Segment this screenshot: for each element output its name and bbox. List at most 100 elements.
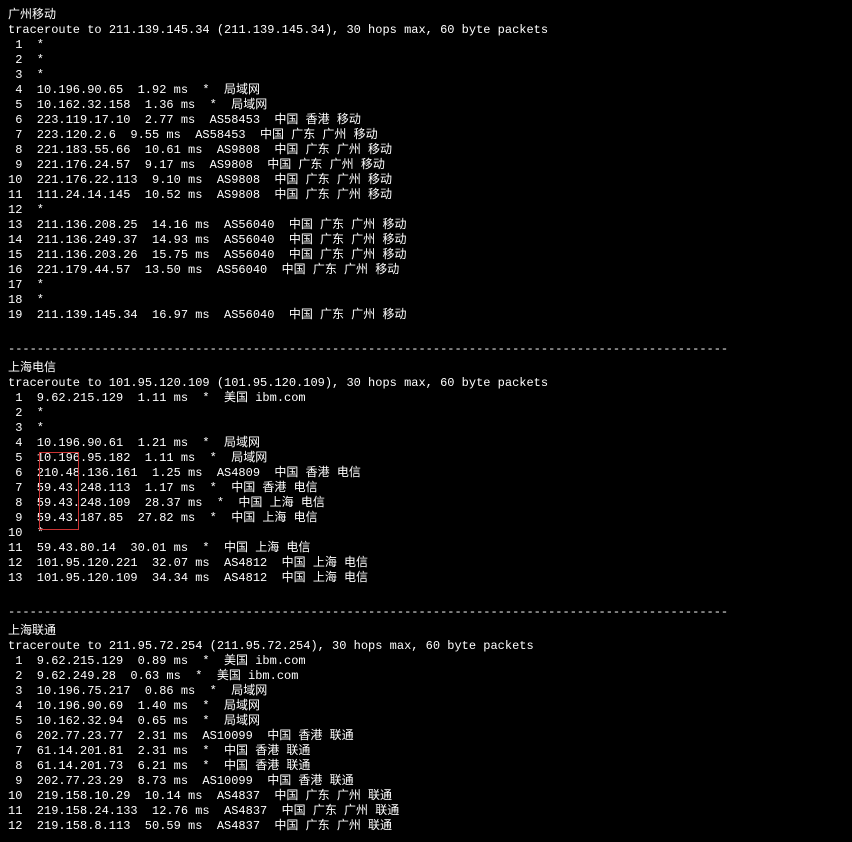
separator: ----------------------------------------… (8, 342, 844, 357)
traceroute-header: traceroute to 101.95.120.109 (101.95.120… (8, 376, 844, 391)
hop-row: 9 221.176.24.57 9.17 ms AS9808 中国 广东 广州 … (8, 158, 844, 173)
hop-row: 2 * (8, 406, 844, 421)
hop-number: 11 (8, 804, 22, 819)
hop-number: 2 (8, 53, 22, 68)
hop-row: 12 219.158.8.113 50.59 ms AS4837 中国 广东 广… (8, 819, 844, 834)
hop-row: 2 9.62.249.28 0.63 ms * 美国 ibm.com (8, 669, 844, 684)
section-title: 上海联通 (8, 624, 844, 639)
hop-row: 14 211.136.249.37 14.93 ms AS56040 中国 广东… (8, 233, 844, 248)
hop-row: 11 111.24.14.145 10.52 ms AS9808 中国 广东 广… (8, 188, 844, 203)
hop-row: 15 211.136.203.26 15.75 ms AS56040 中国 广东… (8, 248, 844, 263)
hop-detail: 223.120.2.6 9.55 ms AS58453 中国 广东 广州 移动 (22, 128, 377, 142)
hop-number: 12 (8, 819, 22, 834)
hop-row: 10 221.176.22.113 9.10 ms AS9808 中国 广东 广… (8, 173, 844, 188)
hop-number: 1 (8, 391, 22, 406)
hop-number: 6 (8, 113, 22, 128)
hop-row: 1 9.62.215.129 1.11 ms * 美国 ibm.com (8, 391, 844, 406)
hop-number: 10 (8, 789, 22, 804)
hop-row: 16 221.179.44.57 13.50 ms AS56040 中国 广东 … (8, 263, 844, 278)
hop-detail: 210.48.136.161 1.25 ms AS4809 中国 香港 电信 (22, 466, 360, 480)
hop-row: 4 10.196.90.61 1.21 ms * 局域网 (8, 436, 844, 451)
hop-row: 11 59.43.80.14 30.01 ms * 中国 上海 电信 (8, 541, 844, 556)
hop-detail: 9.62.249.28 0.63 ms * 美国 ibm.com (22, 669, 298, 683)
hop-row: 6 202.77.23.77 2.31 ms AS10099 中国 香港 联通 (8, 729, 844, 744)
hop-row: 13 101.95.120.109 34.34 ms AS4812 中国 上海 … (8, 571, 844, 586)
hop-row: 12 * (8, 203, 844, 218)
hop-number: 7 (8, 128, 22, 143)
hop-detail: * (22, 38, 44, 52)
hop-detail: 10.196.90.65 1.92 ms * 局域网 (22, 83, 260, 97)
hop-number: 5 (8, 714, 22, 729)
hop-row: 3 * (8, 421, 844, 436)
section-title: 广州移动 (8, 8, 844, 23)
hop-detail: * (22, 203, 44, 217)
hop-number: 13 (8, 218, 22, 233)
hop-number: 1 (8, 38, 22, 53)
hop-number: 3 (8, 68, 22, 83)
hop-detail: 211.136.203.26 15.75 ms AS56040 中国 广东 广州… (22, 248, 406, 262)
hop-number: 3 (8, 421, 22, 436)
hop-detail: 111.24.14.145 10.52 ms AS9808 中国 广东 广州 移… (22, 188, 392, 202)
hop-detail: * (22, 406, 44, 420)
hop-row: 4 10.196.90.65 1.92 ms * 局域网 (8, 83, 844, 98)
hop-row: 4 10.196.90.69 1.40 ms * 局域网 (8, 699, 844, 714)
hop-number: 9 (8, 511, 22, 526)
hop-number: 11 (8, 188, 22, 203)
hop-row: 3 * (8, 68, 844, 83)
hop-number: 10 (8, 173, 22, 188)
hop-number: 5 (8, 451, 22, 466)
traceroute-header: traceroute to 211.139.145.34 (211.139.14… (8, 23, 844, 38)
hop-detail: 10.196.90.69 1.40 ms * 局域网 (22, 699, 260, 713)
hop-detail: 221.176.24.57 9.17 ms AS9808 中国 广东 广州 移动 (22, 158, 384, 172)
hop-detail: 59.43.80.14 30.01 ms * 中国 上海 电信 (22, 541, 310, 555)
hop-number: 2 (8, 669, 22, 684)
hop-detail: * (22, 526, 44, 540)
hop-detail: 101.95.120.221 32.07 ms AS4812 中国 上海 电信 (22, 556, 368, 570)
hop-detail: 221.179.44.57 13.50 ms AS56040 中国 广东 广州 … (22, 263, 399, 277)
hop-row: 1 9.62.215.129 0.89 ms * 美国 ibm.com (8, 654, 844, 669)
traceroute-header: traceroute to 211.95.72.254 (211.95.72.2… (8, 639, 844, 654)
hop-row: 7 59.43.248.113 1.17 ms * 中国 香港 电信 (8, 481, 844, 496)
hop-row: 7 223.120.2.6 9.55 ms AS58453 中国 广东 广州 移… (8, 128, 844, 143)
hop-detail: 10.162.32.94 0.65 ms * 局域网 (22, 714, 260, 728)
hop-number: 17 (8, 278, 22, 293)
hop-row: 8 61.14.201.73 6.21 ms * 中国 香港 联通 (8, 759, 844, 774)
hop-row: 7 61.14.201.81 2.31 ms * 中国 香港 联通 (8, 744, 844, 759)
hop-detail: 219.158.10.29 10.14 ms AS4837 中国 广东 广州 联… (22, 789, 392, 803)
blank-line (8, 323, 844, 338)
hop-number: 12 (8, 203, 22, 218)
hop-row: 5 10.162.32.158 1.36 ms * 局域网 (8, 98, 844, 113)
hop-detail: 10.162.32.158 1.36 ms * 局域网 (22, 98, 267, 112)
hop-number: 9 (8, 774, 22, 789)
hop-row: 1 * (8, 38, 844, 53)
hop-number: 11 (8, 541, 22, 556)
hop-detail: 211.139.145.34 16.97 ms AS56040 中国 广东 广州… (22, 308, 406, 322)
hop-detail: 223.119.17.10 2.77 ms AS58453 中国 香港 移动 (22, 113, 360, 127)
hop-number: 8 (8, 759, 22, 774)
hop-detail: 10.196.75.217 0.86 ms * 局域网 (22, 684, 267, 698)
hop-row: 9 202.77.23.29 8.73 ms AS10099 中国 香港 联通 (8, 774, 844, 789)
hop-detail: 10.196.95.182 1.11 ms * 局域网 (22, 451, 267, 465)
blank-line (8, 586, 844, 601)
hop-row: 18 * (8, 293, 844, 308)
hop-number: 6 (8, 466, 22, 481)
hop-number: 8 (8, 143, 22, 158)
hop-number: 18 (8, 293, 22, 308)
separator: ----------------------------------------… (8, 605, 844, 620)
hop-detail: * (22, 421, 44, 435)
hop-detail: 10.196.90.61 1.21 ms * 局域网 (22, 436, 260, 450)
hop-row: 5 10.196.95.182 1.11 ms * 局域网 (8, 451, 844, 466)
hop-row: 11 219.158.24.133 12.76 ms AS4837 中国 广东 … (8, 804, 844, 819)
hop-detail: 59.43.187.85 27.82 ms * 中国 上海 电信 (22, 511, 317, 525)
hop-detail: * (22, 293, 44, 307)
section-title: 上海电信 (8, 361, 844, 376)
hop-row: 5 10.162.32.94 0.65 ms * 局域网 (8, 714, 844, 729)
hop-number: 8 (8, 496, 22, 511)
hop-row: 12 101.95.120.221 32.07 ms AS4812 中国 上海 … (8, 556, 844, 571)
hop-number: 4 (8, 83, 22, 98)
hop-number: 1 (8, 654, 22, 669)
hop-number: 10 (8, 526, 22, 541)
hop-number: 7 (8, 744, 22, 759)
hop-detail: 221.176.22.113 9.10 ms AS9808 中国 广东 广州 移… (22, 173, 392, 187)
hop-detail: 211.136.208.25 14.16 ms AS56040 中国 广东 广州… (22, 218, 406, 232)
